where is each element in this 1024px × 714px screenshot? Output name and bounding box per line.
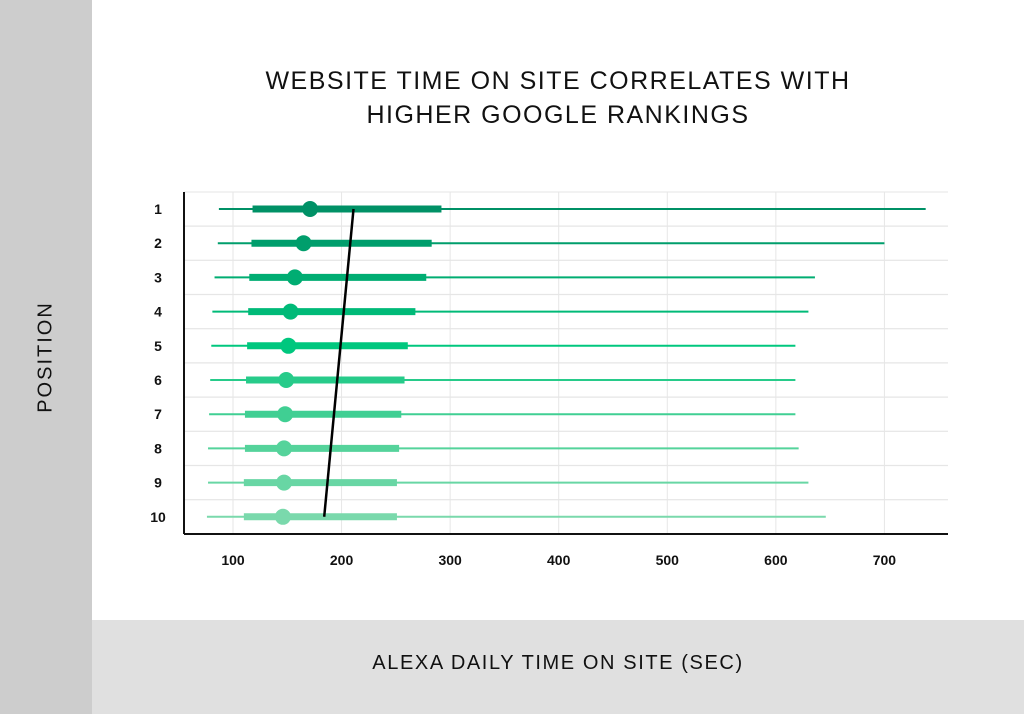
y-tick-label: 4 — [154, 304, 162, 320]
y-tick-label: 10 — [150, 509, 166, 525]
x-axis-label-band: ALEXA DAILY TIME ON SITE (SEC) — [92, 620, 1024, 714]
x-tick-label: 600 — [764, 552, 788, 568]
y-tick-label: 2 — [154, 235, 162, 251]
median-point — [286, 269, 303, 286]
x-tick-label: 300 — [438, 552, 462, 568]
median-point — [276, 440, 293, 457]
chart-title-line-1: WEBSITE TIME ON SITE CORRELATES WITH — [265, 67, 851, 95]
x-tick-label: 400 — [547, 552, 571, 568]
median-point — [282, 303, 299, 320]
median-point — [278, 372, 295, 388]
median-point — [302, 201, 319, 217]
x-tick-label: 500 — [656, 552, 680, 568]
median-point — [276, 474, 293, 491]
y-tick-label: 3 — [154, 269, 162, 285]
chart-title-line-2: HIGHER GOOGLE RANKINGS — [366, 101, 750, 129]
x-tick-label: 700 — [873, 552, 897, 568]
median-point — [295, 235, 312, 252]
y-tick-label: 9 — [154, 475, 162, 491]
y-tick-label: 7 — [154, 406, 162, 422]
x-tick-label: 100 — [221, 552, 245, 568]
y-tick-label: 5 — [154, 338, 162, 354]
y-axis-label-band: POSITION — [0, 0, 92, 714]
y-tick-label: 6 — [154, 372, 162, 388]
trend-line — [322, 208, 355, 517]
x-tick-label: 200 — [330, 552, 354, 568]
y-tick-label: 1 — [154, 201, 162, 217]
median-point — [280, 337, 297, 354]
x-axis-label: ALEXA DAILY TIME ON SITE (SEC) — [372, 652, 744, 674]
chart-title: WEBSITE TIME ON SITE CORRELATES WITH HIG… — [92, 64, 1024, 132]
y-tick-label: 8 — [154, 440, 162, 456]
median-point — [274, 508, 291, 525]
median-point — [277, 406, 294, 423]
